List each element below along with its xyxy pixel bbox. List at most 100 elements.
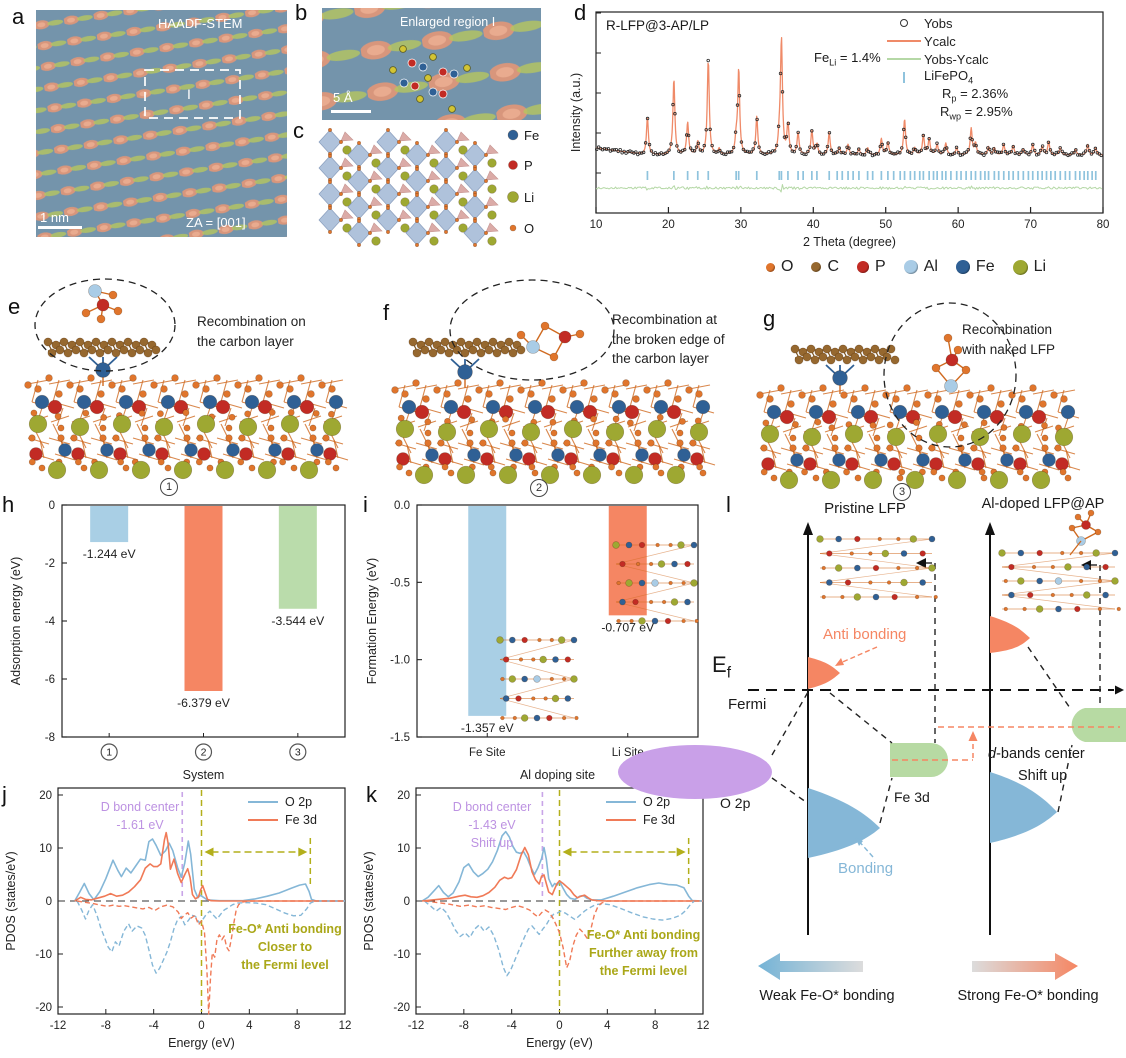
svg-text:Energy (eV): Energy (eV)	[526, 1036, 593, 1050]
svg-text:2: 2	[201, 747, 207, 759]
system-1-badge: 1	[160, 478, 178, 496]
fe3d-band-label: Fe 3d	[894, 789, 930, 805]
svg-text:1: 1	[106, 747, 112, 759]
dbands-center-label: d-bands center	[988, 746, 1085, 762]
fe-atom-icon	[955, 260, 970, 274]
svg-text:50: 50	[879, 219, 892, 231]
panel-label-j: j	[2, 782, 7, 807]
legend-atom-Al: Al	[903, 258, 938, 276]
bragg-marker-icon	[884, 71, 924, 83]
svg-text:-6.379 eV: -6.379 eV	[177, 696, 231, 710]
svg-text:10: 10	[590, 219, 603, 231]
ycalc-marker-icon	[884, 40, 924, 42]
svg-text:-8: -8	[459, 1020, 469, 1032]
svg-text:PDOS (states/eV): PDOS (states/eV)	[4, 851, 18, 950]
svg-text:PDOS (states/eV): PDOS (states/eV)	[362, 851, 376, 950]
svg-text:-20: -20	[393, 1002, 410, 1014]
enlarged-region-title: Enlarged region I	[400, 15, 496, 29]
svg-text:-4: -4	[45, 616, 56, 628]
pdos-pristine-chart: -12 -8 -4 0 4 8 12 -20 -10 0 10 20 Energy (eV) PDOS (…	[4, 787, 352, 1050]
atom-color-legend: O C P Al Fe Li	[766, 258, 1064, 276]
svg-text:-4: -4	[149, 1020, 160, 1032]
panel-label-b: b	[295, 0, 308, 25]
svg-text:Al doping site: Al doping site	[520, 768, 595, 782]
antibonding-annotation-k: Fe-O* Anti bonding Further away from the…	[586, 928, 701, 979]
svg-text:10: 10	[39, 843, 52, 855]
svg-text:20: 20	[397, 790, 410, 802]
svg-text:Formation Energy (eV): Formation Energy (eV)	[365, 558, 379, 684]
svg-text:4: 4	[246, 1020, 253, 1032]
bonding-label: Bonding	[838, 860, 894, 877]
scalebar-a	[38, 226, 82, 229]
svg-text:0: 0	[46, 896, 52, 908]
svg-text:-12: -12	[50, 1020, 67, 1032]
svg-text:-1.357 eV: -1.357 eV	[461, 721, 515, 735]
enlarged-region-image	[322, 8, 541, 120]
pristine-lfp-title: Pristine LFP	[824, 500, 906, 517]
svg-text:20: 20	[39, 790, 52, 802]
legend-atom-P: P	[857, 258, 886, 276]
panel-label-f: f	[383, 300, 390, 325]
panel-label-d: d	[574, 0, 587, 25]
svg-text:-8: -8	[45, 732, 55, 744]
svg-text:-3.544 eV: -3.544 eV	[271, 614, 325, 628]
svg-text:4: 4	[604, 1020, 611, 1032]
svg-text:-1.5: -1.5	[390, 732, 410, 744]
svg-text:-1.244 eV: -1.244 eV	[83, 547, 137, 561]
svg-text:30: 30	[734, 219, 747, 231]
pdos-legend-k: O 2p Fe 3d	[606, 793, 675, 829]
panel-label-i: i	[363, 492, 368, 517]
diff-marker-icon	[884, 58, 924, 60]
legend-atom-C: C	[811, 258, 839, 276]
svg-text:40: 40	[807, 219, 820, 231]
legend-p-label: P	[524, 158, 533, 173]
panel-label-l: l	[726, 492, 731, 517]
xrd-legend-diff: Yobs-Ycalc	[884, 50, 1013, 68]
svg-text:-0.707 eV: -0.707 eV	[601, 620, 655, 634]
svg-text:Adsorption energy (eV): Adsorption energy (eV)	[9, 557, 23, 686]
region-i-label: I	[187, 86, 191, 102]
svg-text:-10: -10	[393, 949, 410, 961]
panel-label-k: k	[366, 782, 377, 807]
dft-structures	[24, 278, 1081, 490]
svg-text:Energy (eV): Energy (eV)	[168, 1036, 235, 1050]
al-atom-icon	[903, 260, 918, 274]
adsorption-bar-chart: 0 -2 -4 -6 -8 -1.244 eV 1 -6.379 eV 2 -3.544 eV 3 S…	[9, 500, 346, 782]
svg-text:-12: -12	[408, 1020, 425, 1032]
svg-text:0.0: 0.0	[394, 500, 410, 512]
legend-li-label: Li	[524, 190, 535, 205]
panel-label-g: g	[763, 306, 776, 331]
scalebar-a-label: 1 nm	[40, 210, 69, 225]
c-atom-icon	[811, 262, 822, 272]
legend-o-label: O	[524, 221, 535, 236]
shift-up-label: Shift up	[1018, 768, 1068, 784]
svg-text:0: 0	[49, 500, 55, 512]
o2p-line-icon	[606, 801, 636, 803]
xrd-feli-annotation: FeLi = 1.4%	[814, 50, 881, 68]
pdos-legend-j: O 2p Fe 3d	[248, 793, 317, 829]
xrd-rp: Rp = 2.36%	[942, 86, 1009, 104]
system-2-badge: 2	[530, 479, 548, 497]
formation-bar-chart: 0.0 -0.5 -1.0 -1.5 -1.357 eV Fe Site -0.707 eV…	[365, 500, 699, 782]
svg-text:-10: -10	[35, 949, 52, 961]
caption-g: Recombination with naked LFP	[962, 322, 1056, 357]
caption-f: Recombination at the broken edge of the …	[612, 312, 725, 367]
fermi-level-symbol: Ef	[712, 652, 731, 682]
scalebar-b	[331, 110, 371, 113]
xrd-legend: Yobs Ycalc Yobs-Ycalc LiFePO4 Rp = 2.36%…	[884, 14, 1013, 122]
svg-text:12: 12	[697, 1020, 710, 1032]
svg-text:20: 20	[662, 219, 675, 231]
crystal-structure-image	[318, 128, 519, 248]
system-3-badge: 3	[893, 483, 911, 501]
antibonding-annotation-j: Fe-O* Anti bonding Closer to the Fermi l…	[228, 922, 342, 973]
haadf-stem-image	[36, 10, 287, 237]
zone-axis-label: ZA = [001]	[186, 215, 246, 230]
svg-text:80: 80	[1097, 219, 1110, 231]
dband-annotation-k: D bond center -1.43 eV Shift up	[452, 800, 532, 851]
svg-text:12: 12	[339, 1020, 352, 1032]
legend-atom-Fe: Fe	[955, 258, 995, 276]
svg-text:0: 0	[198, 1020, 204, 1032]
xrd-legend-ycalc: Ycalc	[884, 32, 1013, 50]
legend-atom-Li: Li	[1012, 258, 1046, 276]
